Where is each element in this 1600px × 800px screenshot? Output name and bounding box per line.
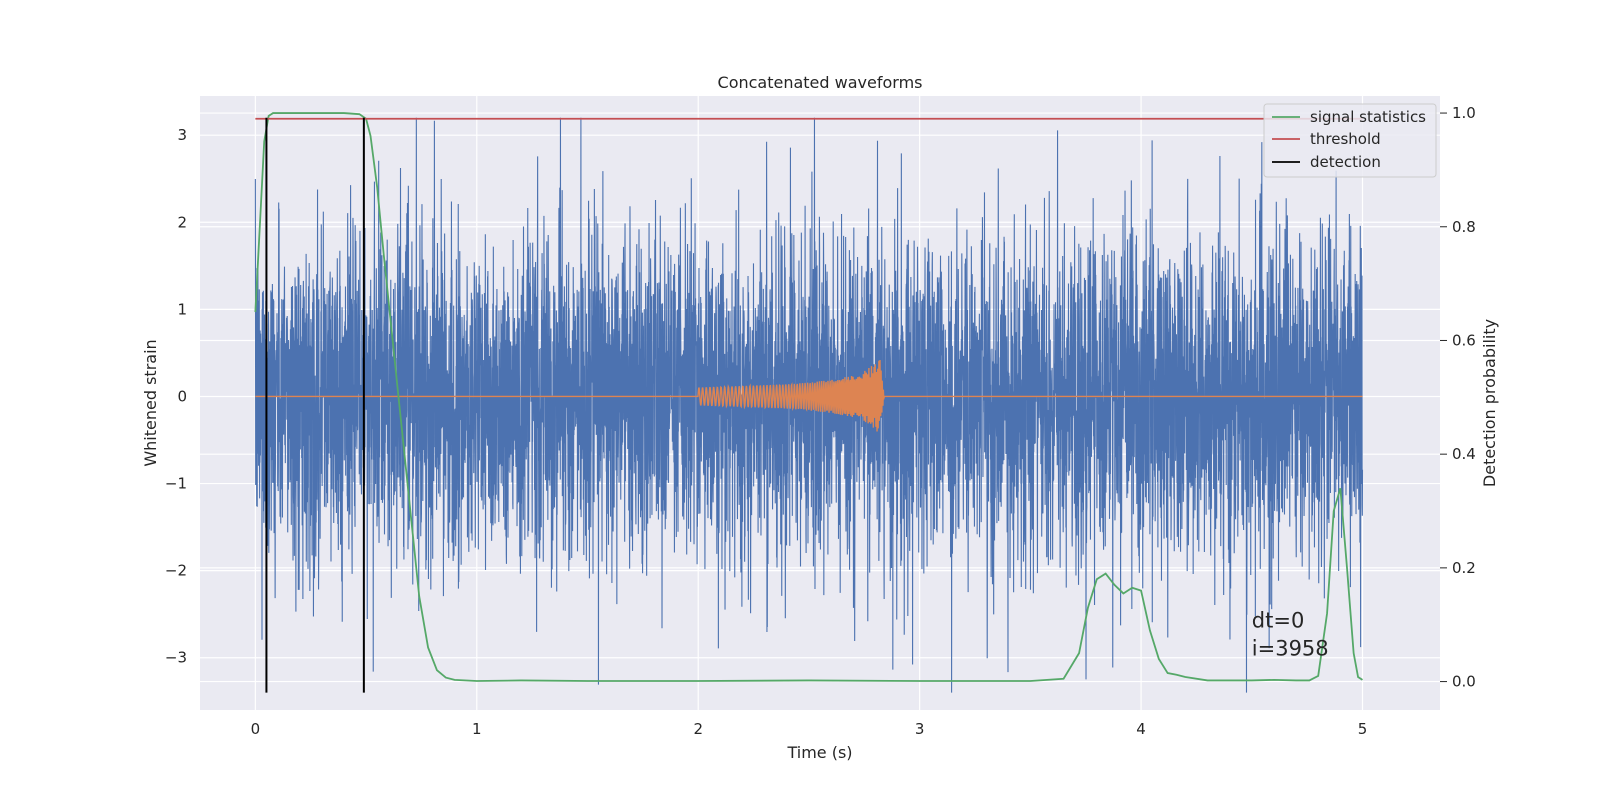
legend: signal statistics threshold detection [1263, 103, 1437, 178]
y-tick-label-right: 0.4 [1452, 445, 1476, 463]
annotation-line-1: dt=0 [1252, 608, 1305, 632]
x-tick-label: 3 [915, 720, 925, 738]
y-tick-label-left: −2 [165, 562, 187, 580]
y-tick-label-left: 3 [177, 126, 187, 144]
y-tick-label-left: 2 [177, 213, 187, 231]
tick-layer: 0 1 2 3 4 5 −3 −2 −1 0 1 2 3 0.0 0.2 0.4 0.6 0.8 1.0 [165, 104, 1476, 738]
signal-statistics-line [254, 112, 1363, 682]
legend-label-detection: detection [1310, 153, 1381, 171]
legend-box [1263, 103, 1437, 178]
chart-title: Concatenated waveforms [718, 73, 923, 92]
y-tick-label-right: 1.0 [1452, 104, 1476, 122]
y-tick-label-left: 0 [177, 387, 187, 405]
y-tick-label-left: −1 [165, 475, 187, 493]
y-tick-label-right: 0.0 [1452, 673, 1476, 691]
legend-label-signal-statistics: signal statistics [1310, 108, 1426, 126]
series-line-whitened-strain [254, 117, 1364, 693]
x-tick-label: 1 [472, 720, 482, 738]
x-tick-label: 2 [693, 720, 703, 738]
x-tick-label: 0 [251, 720, 261, 738]
y-tick-label-right: 0.8 [1452, 218, 1476, 236]
y-tick-label-left: −3 [165, 649, 187, 667]
y-tick-label-right: 0.6 [1452, 331, 1476, 349]
x-tick-label: 5 [1358, 720, 1368, 738]
legend-label-threshold: threshold [1310, 130, 1381, 148]
y-tick-label-right: 0.2 [1452, 559, 1476, 577]
series-layer [254, 112, 1364, 693]
annotation: dt=0 i=3958 [1252, 608, 1329, 660]
y-axis-label-left: Whitened strain [141, 339, 160, 466]
y-axis-label-right: Detection probability [1480, 319, 1499, 487]
x-tick-label: 4 [1136, 720, 1146, 738]
series-line-template-waveform [255, 359, 1363, 432]
y-tick-label-left: 1 [177, 300, 187, 318]
annotation-line-2: i=3958 [1252, 636, 1329, 660]
x-axis-label: Time (s) [786, 743, 852, 762]
